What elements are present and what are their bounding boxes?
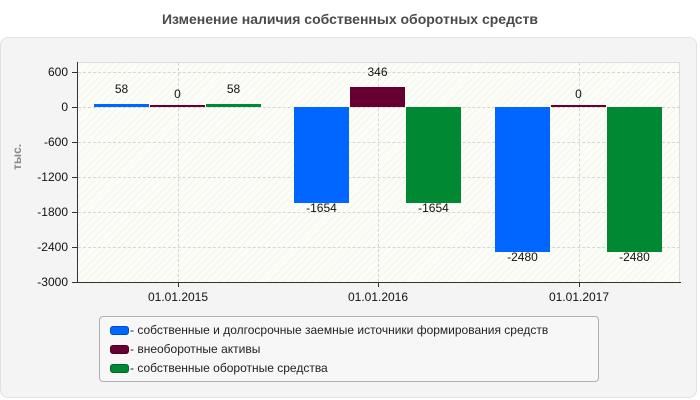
- h-gridline: [78, 72, 680, 73]
- data-label: -2480: [507, 250, 538, 264]
- y-tick: [72, 107, 77, 108]
- x-tick-label: 01.01.2015: [147, 290, 209, 304]
- legend-swatch-green: [110, 364, 129, 374]
- h-gridline: [78, 107, 680, 108]
- bar[interactable]: [551, 105, 606, 107]
- y-tick-label: -2400: [37, 240, 68, 254]
- x-axis: [77, 282, 681, 283]
- v-gridline: [178, 63, 179, 282]
- legend-item-working-capital[interactable]: - собственные оборотные средства: [110, 361, 328, 377]
- x-tick-label: 01.01.2017: [548, 290, 610, 304]
- y-tick: [72, 247, 77, 248]
- data-label: -1654: [306, 201, 337, 215]
- x-tick: [178, 282, 179, 287]
- x-tick: [378, 282, 379, 287]
- legend-swatch-blue: [110, 326, 129, 336]
- y-tick: [72, 177, 77, 178]
- data-label: 58: [114, 82, 129, 96]
- v-gridline: [378, 63, 379, 282]
- bar[interactable]: [294, 107, 349, 203]
- x-tick: [579, 282, 580, 287]
- data-label: 0: [174, 87, 181, 101]
- legend-item-noncurrent-assets[interactable]: - внеоборотные активы: [110, 342, 260, 358]
- bar[interactable]: [94, 104, 149, 107]
- y-tick: [72, 282, 77, 283]
- h-gridline: [78, 142, 680, 143]
- bar[interactable]: [350, 87, 405, 107]
- legend-label: - собственные и долгосрочные заемные ист…: [130, 323, 549, 337]
- y-tick: [72, 72, 77, 73]
- bar[interactable]: [607, 107, 662, 252]
- data-label: 58: [226, 82, 241, 96]
- y-tick-label: -600: [43, 135, 68, 149]
- legend-label: - внеоборотные активы: [130, 342, 261, 356]
- bar[interactable]: [406, 107, 461, 203]
- x-tick-label: 01.01.2016: [347, 290, 409, 304]
- data-label: 346: [367, 65, 388, 79]
- legend-item-sources[interactable]: - собственные и долгосрочные заемные ист…: [110, 323, 548, 339]
- y-tick-label: -3000: [37, 275, 68, 289]
- data-label: -2480: [619, 250, 650, 264]
- h-gridline: [78, 177, 680, 178]
- y-tick: [72, 212, 77, 213]
- y-tick-label: 600: [47, 65, 68, 79]
- y-tick-label: 0: [61, 100, 68, 114]
- y-tick-label: -1200: [37, 170, 68, 184]
- y-axis: [77, 62, 78, 283]
- data-label: 0: [575, 87, 582, 101]
- y-tick-label: -1800: [37, 205, 68, 219]
- y-tick: [72, 142, 77, 143]
- bar[interactable]: [150, 105, 205, 107]
- h-gridline: [78, 212, 680, 213]
- h-gridline: [78, 247, 680, 248]
- legend: - собственные и долгосрочные заемные ист…: [99, 316, 599, 382]
- data-label: -1654: [418, 201, 449, 215]
- bar[interactable]: [206, 104, 261, 107]
- y-axis-title: тыс.: [10, 143, 24, 170]
- legend-swatch-maroon: [110, 345, 129, 355]
- bar[interactable]: [495, 107, 550, 252]
- chart-title: Изменение наличия собственных оборотных …: [161, 11, 539, 27]
- legend-label: - собственные оборотные средства: [130, 361, 328, 375]
- v-gridline: [579, 63, 580, 282]
